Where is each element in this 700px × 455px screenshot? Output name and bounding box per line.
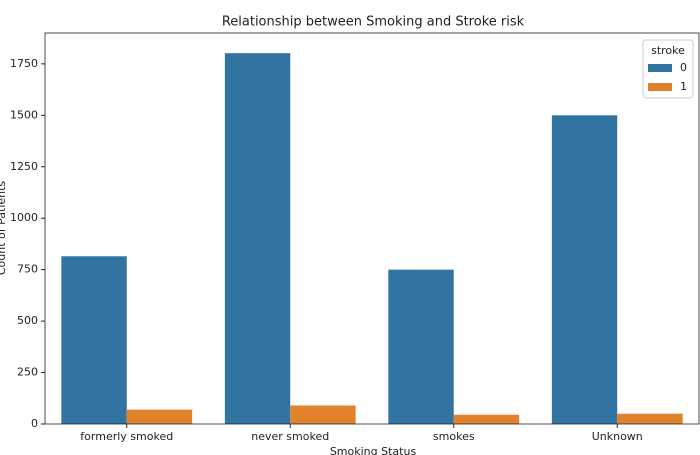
y-tick-label: 1250 [10, 160, 38, 173]
y-tick-label: 500 [17, 314, 38, 327]
chart-title: Relationship between Smoking and Stroke … [222, 15, 525, 30]
legend-label: 1 [680, 80, 687, 93]
x-axis-label: Smoking Status [330, 445, 417, 455]
bar [617, 413, 683, 424]
legend-swatch [648, 64, 672, 72]
legend-label: 0 [680, 61, 687, 74]
legend-swatch [648, 83, 672, 91]
x-tick-label: never smoked [251, 430, 329, 443]
y-axis-label: Count of Patients [0, 181, 8, 276]
bar [290, 405, 356, 424]
x-tick-label: formerly smoked [80, 430, 173, 443]
bar [551, 115, 618, 424]
y-tick-label: 250 [17, 366, 38, 379]
bar [126, 409, 193, 424]
bar [61, 256, 127, 424]
y-tick-label: 1750 [10, 57, 38, 70]
bar [388, 269, 454, 424]
y-tick-label: 0 [31, 417, 38, 430]
y-tick-label: 1000 [10, 211, 38, 224]
plot-frame [44, 32, 700, 425]
legend-title: stroke [651, 44, 685, 57]
bar [224, 53, 291, 425]
y-tick-label: 750 [17, 263, 38, 276]
x-tick-label: Unknown [592, 430, 643, 443]
x-tick-label: smokes [433, 430, 475, 443]
y-tick-label: 1500 [10, 108, 38, 121]
bar [453, 414, 520, 424]
